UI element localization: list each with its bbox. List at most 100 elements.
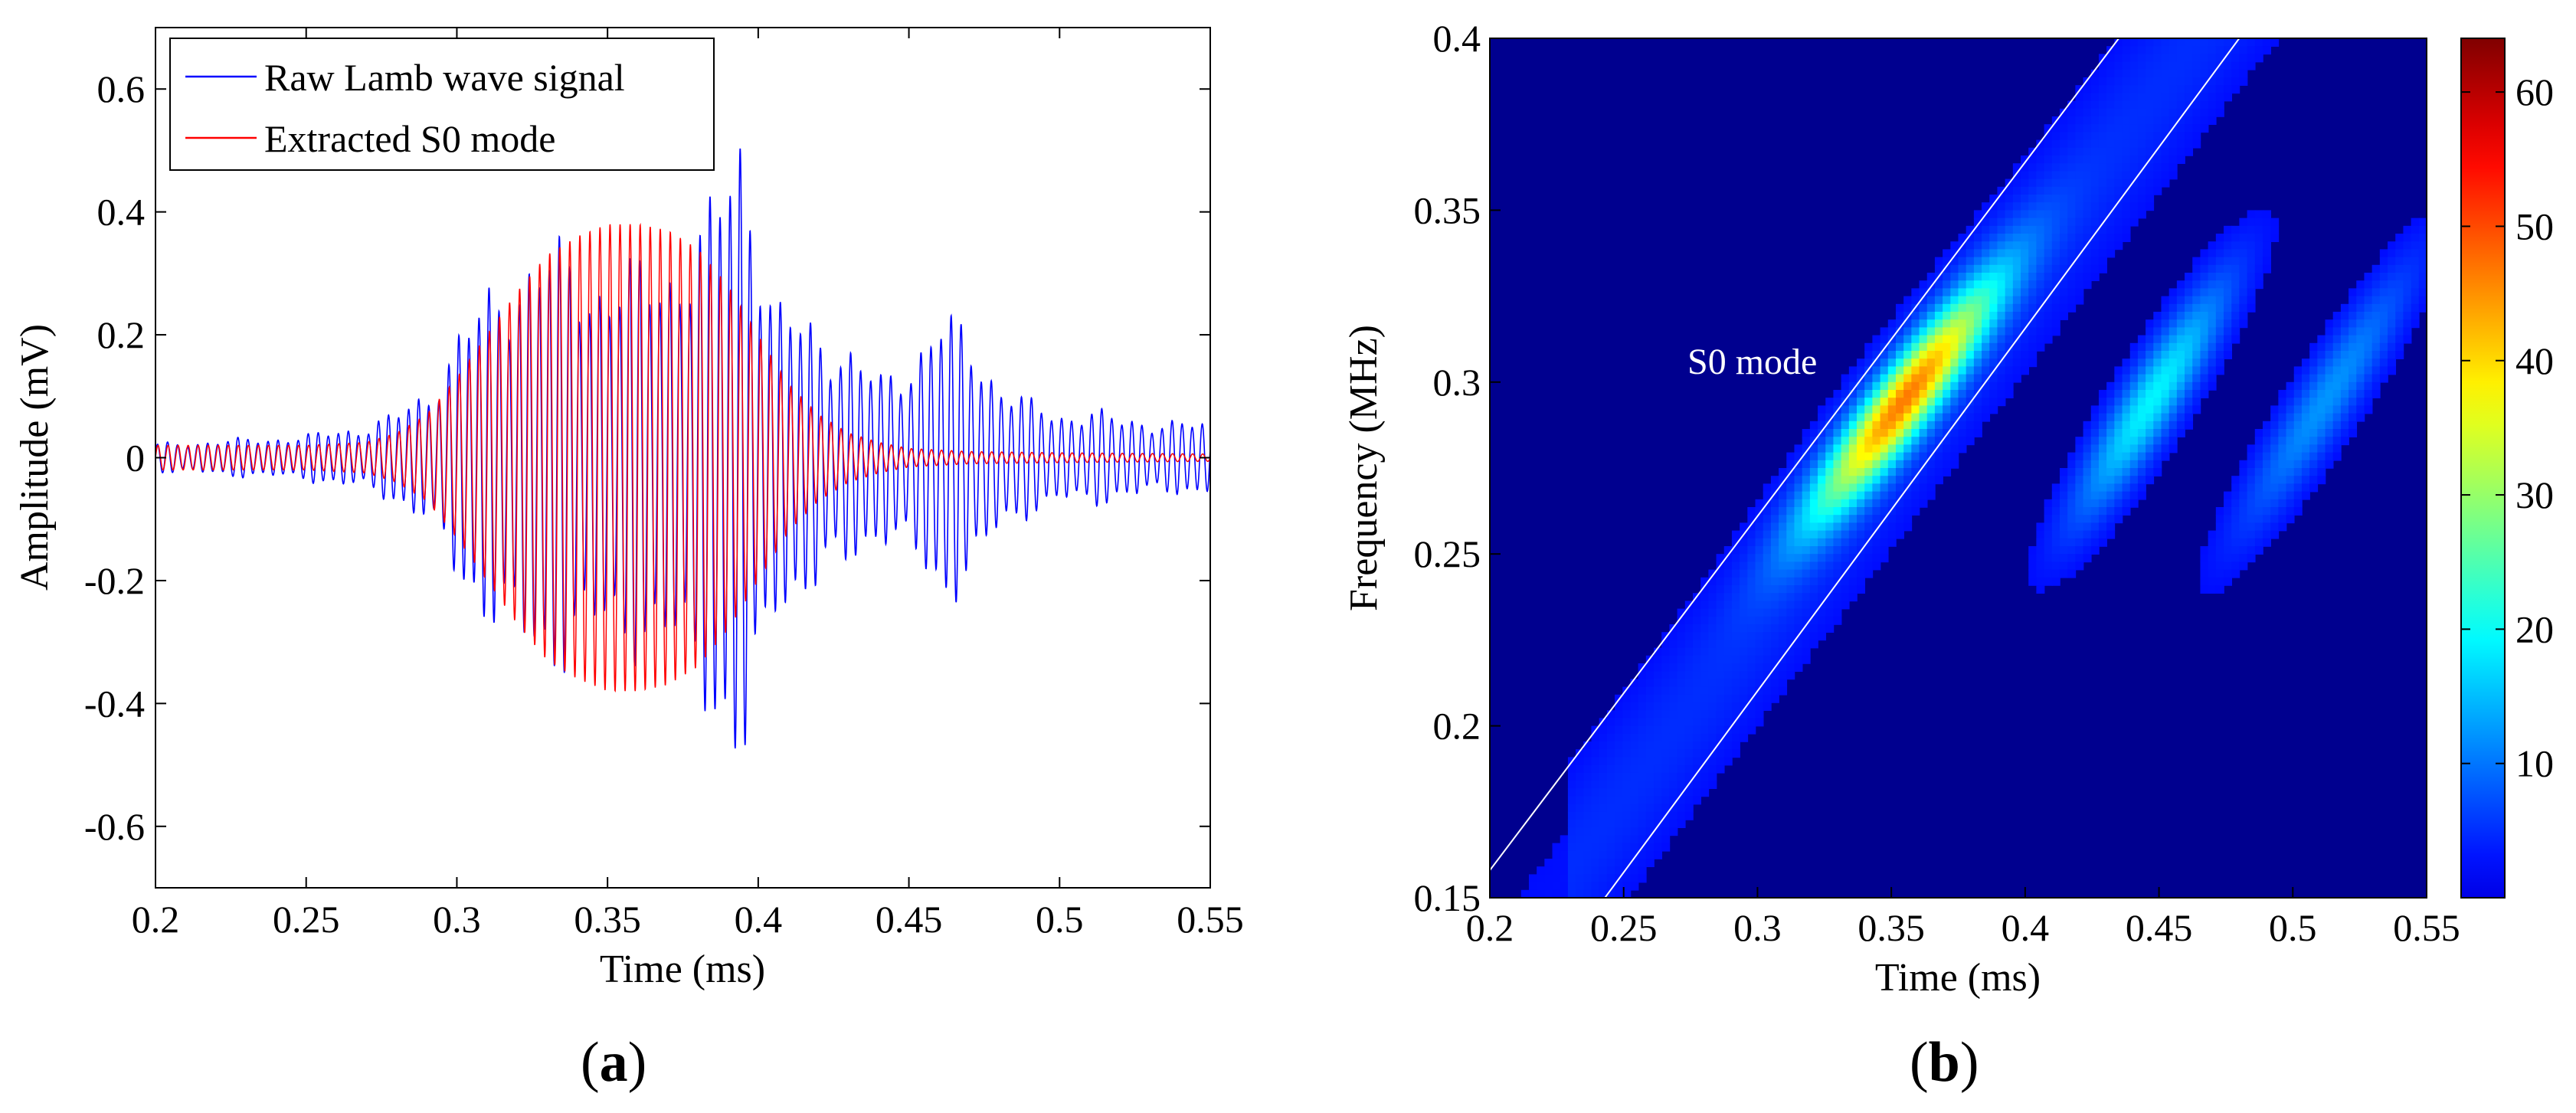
heatmap-cell (2153, 312, 2162, 320)
heatmap-cell (2044, 178, 2053, 188)
heatmap-cell (2051, 546, 2060, 555)
heatmap-cell (2129, 437, 2139, 446)
heatmap-cell (2364, 312, 2373, 320)
heatmap-cell (1794, 468, 1803, 476)
heatmap-cell (2176, 335, 2185, 344)
heatmap-cell (2075, 225, 2084, 234)
heatmap-cell (2036, 178, 2045, 188)
heatmap-cell (1747, 616, 1756, 625)
heatmap-cell (2153, 85, 2162, 94)
heatmap-cell (1677, 655, 1686, 664)
heatmap-cell (2349, 327, 2358, 336)
heatmap-cell (2114, 93, 2123, 102)
heatmap-cell (2200, 554, 2209, 563)
heatmap-cell (1677, 671, 1686, 680)
heatmap-cell (2301, 452, 2310, 461)
heatmap-cell (2021, 319, 2030, 329)
heatmap-cell (1591, 835, 1600, 844)
heatmap-cell (1630, 882, 1639, 891)
heatmap-cell (1864, 381, 1874, 391)
heatmap-cell (1880, 507, 1889, 516)
heatmap-cell (2224, 546, 2233, 555)
heatmap-cell (1825, 538, 1835, 547)
heatmap-cell (1638, 850, 1647, 859)
heatmap-cell (1779, 616, 1788, 625)
heatmap-cell (2098, 522, 2107, 532)
heatmap-cell (2293, 398, 2303, 407)
heatmap-cell (2114, 210, 2123, 219)
heatmap-cell (1630, 820, 1639, 828)
heatmap-cell (2106, 483, 2116, 493)
heatmap-cell (2270, 437, 2280, 446)
heatmap-cell (1864, 390, 1874, 398)
heatmap-cell (1779, 499, 1788, 508)
heatmap-cell (2122, 421, 2131, 430)
heatmap-cell (2231, 61, 2240, 70)
heatmap-cell (2059, 108, 2068, 117)
heatmap-cell (2301, 429, 2310, 437)
heatmap-cell (2044, 288, 2053, 297)
heatmap-cell (2231, 280, 2240, 290)
heatmap-cell (2388, 273, 2397, 281)
heatmap-cell (1630, 725, 1639, 735)
heatmap-cell (1857, 405, 1865, 414)
heatmap-cell (1919, 327, 1928, 336)
heatmap-cell (2293, 405, 2303, 414)
heatmap-cell (1943, 296, 1952, 305)
heatmap-cell (1723, 601, 1733, 610)
heatmap-cell (2114, 195, 2123, 203)
panel-b-axes-box (1489, 38, 2427, 899)
heatmap-cell (2192, 108, 2201, 117)
heatmap-cell (2075, 273, 2084, 281)
heatmap-cell (1848, 444, 1858, 453)
heatmap-cell (2036, 319, 2045, 329)
heatmap-cell (1716, 679, 1725, 688)
heatmap-cell (1661, 835, 1671, 844)
heatmap-cell (1982, 351, 1991, 359)
heatmap-cell (1731, 608, 1740, 617)
heatmap-cell (2356, 296, 2365, 305)
heatmap-cell (2278, 476, 2287, 485)
heatmap-cell (2106, 390, 2116, 398)
heatmap-cell (2005, 218, 2014, 227)
heatmap-cell (2403, 319, 2412, 329)
heatmap-cell (1997, 303, 2006, 313)
heatmap-cell (1630, 874, 1639, 883)
heatmap-cell (2208, 312, 2217, 320)
heatmap-cell (2044, 538, 2053, 547)
heatmap-cell (1560, 835, 1569, 844)
heatmap-cell (1911, 437, 1920, 446)
heatmap-cell (2146, 186, 2155, 195)
heatmap-cell (1943, 249, 1952, 258)
heatmap-cell (1966, 327, 1975, 336)
heatmap-cell (2051, 147, 2060, 156)
heatmap-cell (1740, 686, 1749, 696)
heatmap-cell (1997, 398, 2006, 407)
heatmap-cell (1731, 679, 1740, 688)
heatmap-cell (1857, 554, 1865, 563)
heatmap-cell (2005, 366, 2014, 375)
heatmap-cell (2122, 390, 2131, 398)
heatmap-cell (1848, 374, 1858, 383)
heatmap-cell (2067, 163, 2077, 172)
heatmap-cell (2231, 483, 2240, 493)
heatmap-cell (2098, 390, 2107, 398)
heatmap-cell (1700, 624, 1710, 633)
heatmap-cell (2051, 132, 2060, 141)
heatmap-cell (2122, 358, 2131, 368)
heatmap-cell (2208, 93, 2217, 102)
heatmap-cell (1919, 319, 1928, 329)
heatmap-cell (2129, 85, 2139, 94)
heatmap-cell (1723, 608, 1733, 617)
heatmap-cell (1982, 296, 1991, 305)
heatmap-cell (1716, 640, 1725, 649)
heatmap-cell (1700, 733, 1710, 742)
heatmap-cell (2349, 398, 2358, 407)
heatmap-cell (1645, 859, 1655, 867)
heatmap-cell (1966, 288, 1975, 297)
heatmap-cell (1794, 554, 1803, 563)
heatmap-cell (1958, 405, 1967, 414)
heatmap-cell (2067, 515, 2077, 524)
heatmap-cell (1537, 874, 1546, 883)
heatmap-cell (2146, 351, 2155, 359)
